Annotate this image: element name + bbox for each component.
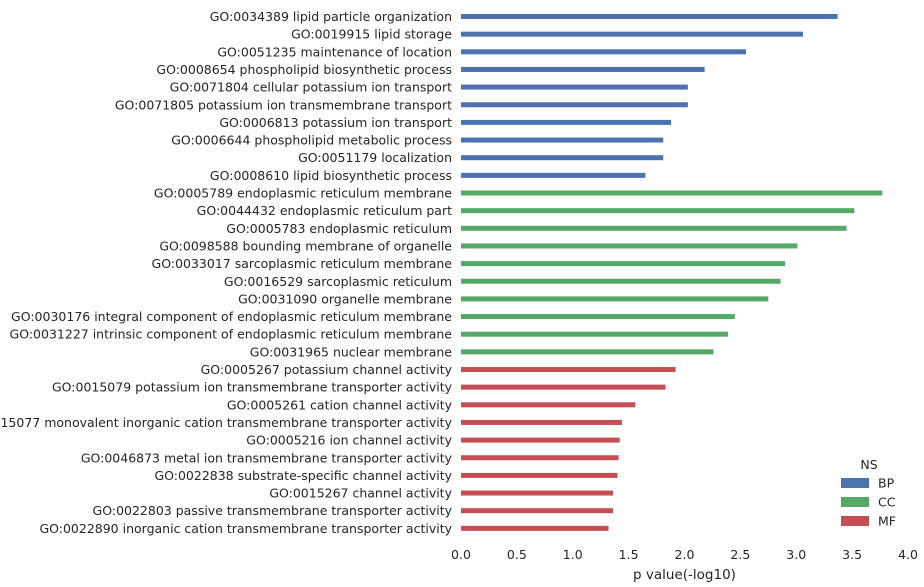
x-tick-label: 2.5 bbox=[730, 547, 750, 562]
category-label: GO:0046873 metal ion transmembrane trans… bbox=[81, 450, 453, 465]
bar bbox=[461, 261, 786, 267]
category-label: GO:0051179 localization bbox=[298, 150, 452, 165]
x-tick-label: 0.5 bbox=[507, 547, 527, 562]
x-axis: 0.0 0.5 1.0 1.5 2.0 2.5 3.0 3.5 4.0 bbox=[451, 547, 918, 562]
category-label: GO:0031090 organelle membrane bbox=[238, 291, 452, 306]
bar bbox=[461, 490, 613, 496]
category-label: GO:0022803 passive transmembrane transpo… bbox=[93, 503, 453, 518]
bar bbox=[461, 49, 746, 55]
legend-entries: BP CC MF bbox=[841, 476, 896, 529]
bar bbox=[461, 155, 664, 161]
bar bbox=[461, 331, 729, 337]
category-label: GO:0051235 maintenance of location bbox=[217, 44, 452, 59]
category-label: GO:0019915 lipid storage bbox=[291, 27, 452, 42]
category-label: GO:0008610 lipid biosynthetic process bbox=[210, 168, 452, 183]
bar bbox=[461, 14, 838, 19]
x-tick-label: 1.0 bbox=[563, 547, 583, 562]
category-label: GO:0005789 endoplasmic reticulum membran… bbox=[154, 186, 452, 201]
bar bbox=[461, 367, 676, 372]
legend-label-cc: CC bbox=[878, 495, 896, 510]
bar bbox=[461, 243, 798, 249]
category-label: GO:0005783 endoplasmic reticulum bbox=[226, 221, 452, 236]
bar bbox=[461, 84, 688, 90]
bar bbox=[461, 472, 618, 478]
legend-label-mf: MF bbox=[878, 514, 896, 529]
category-label: GO:0016529 sarcoplasmic reticulum bbox=[224, 274, 452, 289]
bar bbox=[461, 172, 646, 178]
legend-title: NS bbox=[860, 457, 877, 472]
bar bbox=[461, 508, 613, 514]
bar bbox=[461, 296, 769, 302]
category-label: GO:0033017 sarcoplasmic reticulum membra… bbox=[152, 256, 453, 271]
category-label: GO:0008654 phospholipid biosynthetic pro… bbox=[156, 62, 452, 77]
category-label: GO:0005267 potassium channel activity bbox=[201, 362, 453, 377]
category-label: GO:0044432 endoplasmic reticulum part bbox=[197, 203, 452, 218]
x-tick-label: 0.0 bbox=[451, 547, 471, 562]
category-label: GO:0015267 channel activity bbox=[269, 486, 452, 501]
bar bbox=[461, 384, 666, 390]
bar bbox=[461, 208, 855, 214]
category-label: GO:0071805 potassium ion transmembrane t… bbox=[115, 97, 452, 112]
bar bbox=[461, 31, 803, 37]
category-label: GO:0031965 nuclear membrane bbox=[250, 344, 453, 359]
category-label: GO:0022838 substrate-specific channel ac… bbox=[154, 468, 452, 483]
category-label: GO:0015079 potassium ion transmembrane t… bbox=[52, 380, 453, 395]
bar bbox=[461, 314, 735, 320]
bar bbox=[461, 402, 636, 408]
x-tick-label: 3.0 bbox=[786, 547, 806, 562]
category-label: GO:0031227 intrinsic component of endopl… bbox=[10, 327, 453, 342]
bars-layer bbox=[461, 14, 883, 531]
bar bbox=[461, 419, 622, 425]
bar bbox=[461, 190, 883, 196]
category-label: GO:0005261 cation channel activity bbox=[227, 397, 453, 412]
bar bbox=[461, 102, 688, 108]
category-label: GO:0071804 cellular potassium ion transp… bbox=[170, 80, 452, 95]
legend-swatch-cc bbox=[841, 497, 869, 507]
bar bbox=[461, 119, 672, 125]
legend-swatch-bp bbox=[841, 478, 869, 488]
category-label: GO:0015077 monovalent inorganic cation t… bbox=[0, 415, 453, 430]
bar bbox=[461, 455, 619, 461]
x-tick-label: 3.5 bbox=[842, 547, 862, 562]
category-label: GO:0098588 bounding membrane of organell… bbox=[159, 238, 452, 253]
legend-label-bp: BP bbox=[878, 476, 895, 491]
category-label: GO:0006813 potassium ion transport bbox=[219, 115, 452, 130]
bar bbox=[461, 525, 609, 531]
bar bbox=[461, 225, 847, 231]
category-label: GO:0006644 phospholipid metabolic proces… bbox=[171, 133, 452, 148]
bar bbox=[461, 278, 781, 284]
category-label: GO:0034389 lipid particle organization bbox=[210, 9, 452, 24]
bar bbox=[461, 437, 620, 443]
category-label: GO:0030176 integral component of endopla… bbox=[11, 309, 452, 324]
x-tick-label: 1.5 bbox=[619, 547, 639, 562]
x-axis-label: p value(-log10) bbox=[633, 567, 736, 583]
bar bbox=[461, 66, 705, 72]
legend: NS BP CC MF bbox=[841, 457, 896, 529]
legend-swatch-mf bbox=[841, 516, 869, 526]
category-label: GO:0005216 ion channel activity bbox=[246, 433, 452, 448]
x-tick-label: 4.0 bbox=[898, 547, 918, 562]
x-tick-label: 2.0 bbox=[675, 547, 695, 562]
category-label: GO:0022890 inorganic cation transmembran… bbox=[39, 521, 452, 536]
category-labels: GO:0034389 lipid particle organization GO… bbox=[0, 9, 453, 536]
bar bbox=[461, 349, 714, 355]
bar bbox=[461, 137, 664, 143]
